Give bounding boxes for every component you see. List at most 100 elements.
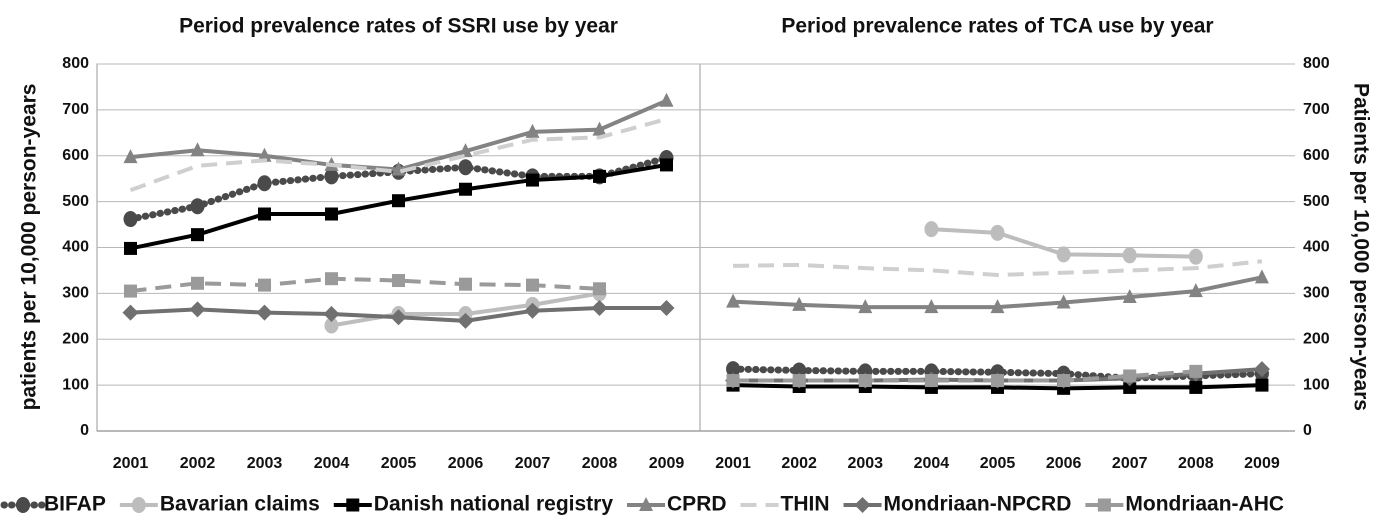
chart-title: Period prevalence rates of TCA use by ye… xyxy=(781,15,1213,38)
y-tick-label: 600 xyxy=(1303,147,1330,164)
x-tick-label: 2006 xyxy=(448,455,484,472)
marker xyxy=(190,198,205,215)
marker xyxy=(524,302,541,319)
marker xyxy=(256,304,273,321)
marker xyxy=(189,301,206,318)
legend-marker xyxy=(854,497,871,513)
marker xyxy=(1253,361,1270,378)
marker xyxy=(124,284,137,298)
marker xyxy=(324,168,339,185)
y-tick-label: 300 xyxy=(1303,285,1330,302)
y-tick-label: 500 xyxy=(62,193,89,210)
x-tick-label: 2001 xyxy=(113,455,149,472)
marker xyxy=(591,300,608,317)
marker xyxy=(924,299,939,314)
y-tick-label: 100 xyxy=(1303,376,1330,393)
x-tick-label: 2004 xyxy=(314,455,350,472)
marker xyxy=(1188,283,1203,298)
legend-label: BIFAP xyxy=(44,493,106,516)
marker xyxy=(991,374,1004,388)
y-tick-label: 500 xyxy=(1303,193,1330,210)
legend-label: Bavarian claims xyxy=(160,493,320,516)
legend-item: THIN xyxy=(740,493,830,516)
marker xyxy=(924,374,938,388)
series-line xyxy=(733,369,1196,383)
y-tick-label: 800 xyxy=(62,55,89,72)
marker xyxy=(726,361,741,378)
marker xyxy=(1189,380,1203,394)
legend-marker xyxy=(346,498,360,512)
x-tick-label: 2005 xyxy=(980,455,1016,472)
legend-label: Danish national registry xyxy=(374,493,614,516)
series-line xyxy=(129,117,668,193)
legend-marker xyxy=(639,497,654,511)
legend-marker xyxy=(131,497,146,513)
marker xyxy=(792,374,806,388)
series-line xyxy=(130,276,600,294)
marker xyxy=(1189,364,1203,378)
x-tick-label: 2001 xyxy=(715,455,751,472)
marker xyxy=(1056,246,1071,263)
legend-item: Mondriaan-NPCRD xyxy=(843,493,1072,516)
marker xyxy=(1255,378,1269,392)
marker xyxy=(792,296,807,311)
marker xyxy=(458,159,473,176)
marker xyxy=(593,169,606,183)
marker xyxy=(191,228,204,242)
marker xyxy=(257,147,272,162)
marker xyxy=(124,241,137,255)
x-tick-label: 2006 xyxy=(1046,455,1082,472)
marker xyxy=(1188,248,1203,265)
y-tick-label: 700 xyxy=(1303,101,1330,118)
marker xyxy=(593,282,606,296)
legend-marker xyxy=(16,497,30,513)
y-tick-label: 400 xyxy=(1303,239,1330,256)
marker xyxy=(990,299,1005,314)
legend-item: BIFAP xyxy=(0,493,106,516)
legend-item: Danish national registry xyxy=(333,493,614,516)
y-tick-label: 300 xyxy=(62,285,89,302)
marker xyxy=(258,207,271,221)
marker xyxy=(257,175,272,192)
y-tick-label: 600 xyxy=(62,147,89,164)
marker xyxy=(526,173,539,187)
marker xyxy=(726,374,740,388)
marker xyxy=(1254,269,1269,284)
y-axis-label: Patients per 10,000 person-years xyxy=(1349,83,1372,411)
legend-label: Mondriaan-NPCRD xyxy=(884,493,1072,516)
marker xyxy=(525,123,540,138)
marker xyxy=(457,312,474,329)
x-tick-label: 2002 xyxy=(781,455,817,472)
legend-label: THIN xyxy=(781,493,830,516)
x-tick-label: 2009 xyxy=(649,455,685,472)
marker xyxy=(1057,374,1071,388)
y-tick-label: 800 xyxy=(1303,55,1330,72)
marker xyxy=(660,158,673,172)
legend-item: Mondriaan-AHC xyxy=(1085,493,1284,516)
y-tick-label: 100 xyxy=(62,376,89,393)
series-line xyxy=(130,98,668,172)
marker xyxy=(1123,369,1137,383)
marker xyxy=(324,317,339,334)
x-tick-label: 2002 xyxy=(180,455,216,472)
marker xyxy=(990,224,1005,241)
marker xyxy=(526,278,539,292)
marker xyxy=(1123,380,1137,394)
marker xyxy=(191,276,204,290)
marker xyxy=(325,272,338,286)
y-tick-label: 0 xyxy=(1303,422,1312,439)
marker xyxy=(858,299,873,314)
legend-label: CPRD xyxy=(667,493,727,516)
x-tick-label: 2008 xyxy=(1178,455,1214,472)
marker xyxy=(1122,247,1137,264)
marker xyxy=(325,207,338,221)
x-tick-label: 2003 xyxy=(847,455,883,472)
series-line xyxy=(733,259,1263,278)
marker xyxy=(659,92,674,107)
legend-marker xyxy=(1097,498,1111,512)
marker xyxy=(123,211,138,228)
marker xyxy=(458,143,473,158)
marker xyxy=(858,374,872,388)
